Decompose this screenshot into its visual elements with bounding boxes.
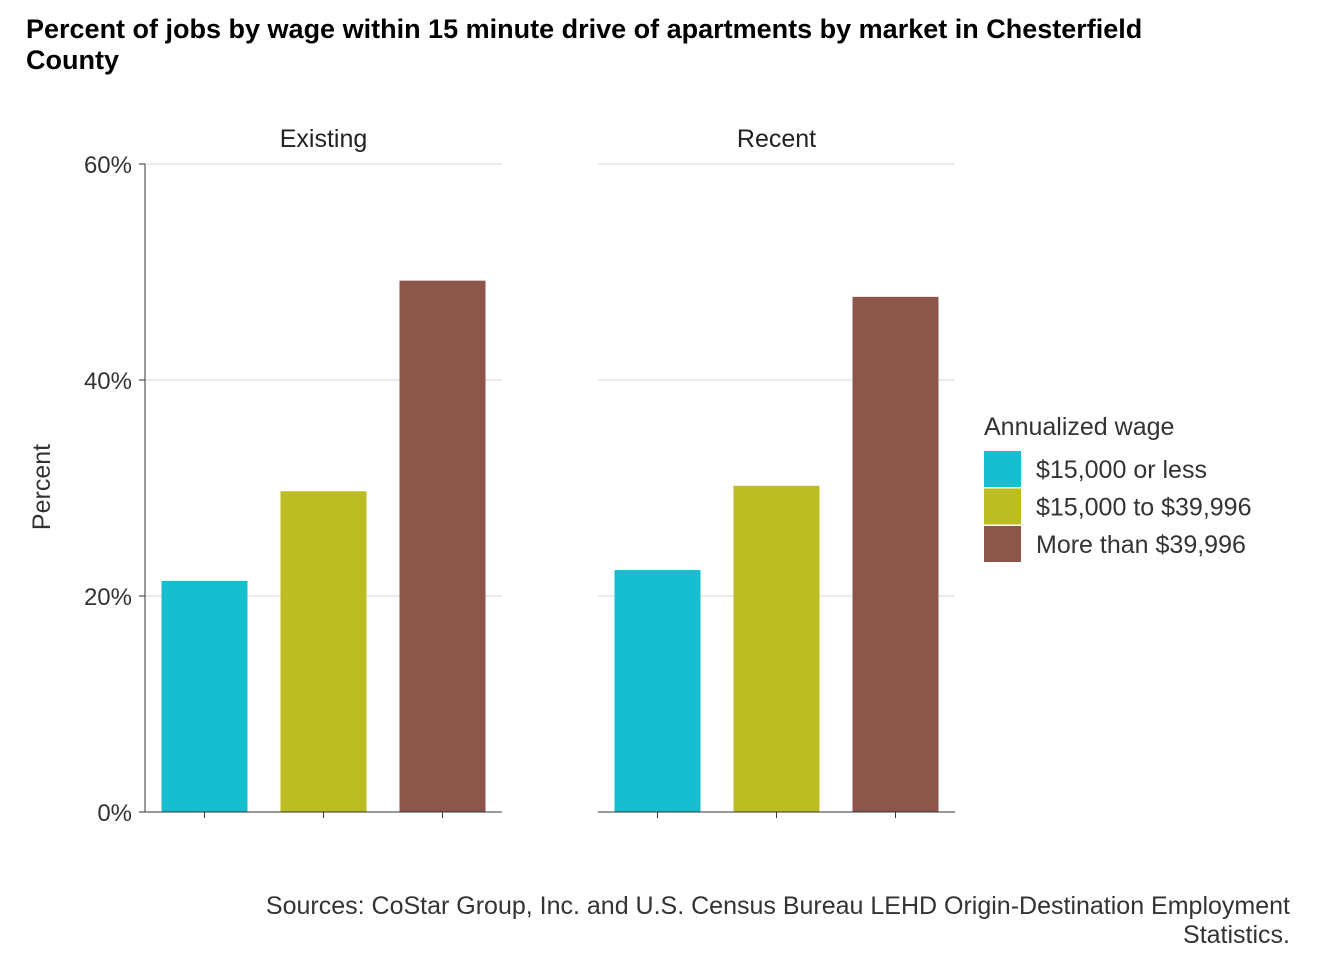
axes: 0% 20% 40% 60% Existing Recent	[84, 125, 955, 827]
chart-title: Percent of jobs by wage within 15 minute…	[26, 14, 1143, 75]
facet-label-recent: Recent	[737, 125, 816, 153]
chart-caption: Sources: CoStar Group, Inc. and U.S. Cen…	[265, 892, 1290, 949]
y-axis-title: Percent	[28, 444, 56, 530]
legend-key-1	[984, 488, 1021, 525]
bar-existing-2	[399, 280, 486, 812]
facet-label-existing: Existing	[280, 125, 368, 153]
y-tick-label-0: 0%	[97, 800, 132, 827]
legend: Annualized wage $15,000 or less $15,000 t…	[984, 413, 1251, 562]
bar-existing-0	[161, 580, 248, 812]
legend-key-0	[984, 451, 1021, 487]
legend-title: Annualized wage	[984, 413, 1174, 441]
y-tick-label-60: 60%	[84, 152, 132, 179]
bar-recent-2	[852, 296, 939, 813]
legend-key-2	[984, 526, 1021, 562]
legend-label-2: More than $39,996	[1036, 531, 1246, 559]
bar-recent-1	[733, 485, 820, 812]
bars	[161, 280, 939, 813]
gridlines	[145, 163, 955, 597]
y-tick-label-40: 40%	[84, 368, 132, 395]
bar-existing-1	[280, 491, 367, 812]
legend-label-1: $15,000 to $39,996	[1036, 494, 1251, 522]
legend-label-0: $15,000 or less	[1036, 456, 1207, 484]
y-tick-label-20: 20%	[84, 584, 132, 611]
bar-recent-0	[614, 570, 701, 812]
